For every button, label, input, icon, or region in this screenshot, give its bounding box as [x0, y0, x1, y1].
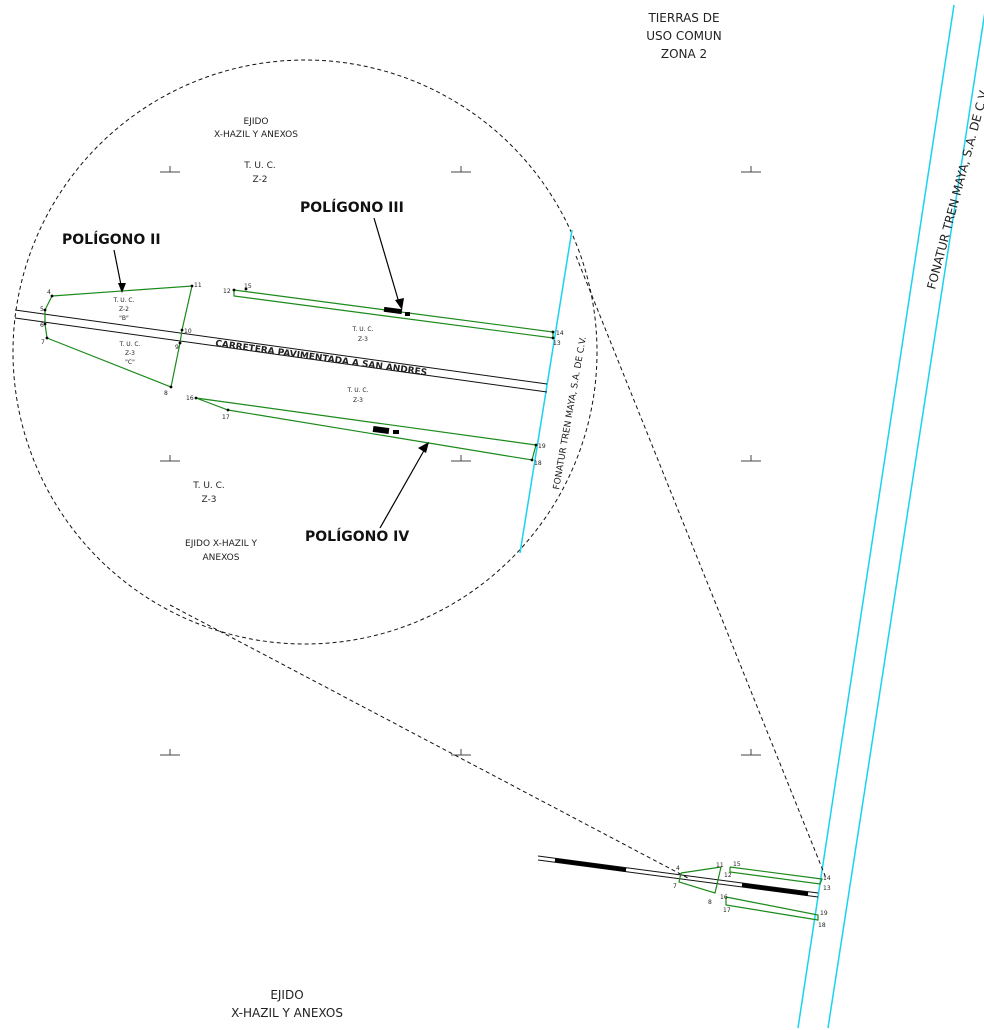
- svg-text:T. U. C.: T. U. C.: [112, 297, 134, 304]
- inset-tuc-bottom-2: Z-3: [202, 495, 217, 505]
- svg-text:11: 11: [194, 282, 202, 289]
- svg-text:13: 13: [553, 340, 561, 347]
- inset-ejido-2: X-HAZIL Y ANEXOS: [214, 130, 298, 140]
- svg-text:4: 4: [47, 289, 51, 296]
- bottom-ejido-1: EJIDO: [270, 988, 303, 1002]
- svg-text:9: 9: [175, 344, 179, 351]
- polygon-ii-labels: T. U. C. Z-2 "B" T. U. C. Z-3 "C": [112, 297, 140, 366]
- svg-text:Z-3: Z-3: [353, 397, 363, 404]
- svg-text:16: 16: [186, 395, 194, 402]
- svg-text:10: 10: [184, 328, 192, 335]
- svg-text:5: 5: [40, 306, 44, 313]
- grid-ticks: [160, 166, 761, 756]
- inset-fonatur-label: FONATUR TREN MAYA, S.A. DE C.V.: [552, 336, 589, 491]
- small-feature: [537, 855, 823, 921]
- magnifier: [12, 59, 827, 879]
- inset-ejido-bottom-1: EJIDO X-HAZIL Y: [185, 539, 257, 549]
- svg-text:15: 15: [244, 283, 252, 290]
- tren-maya-strip: [797, 4, 984, 1029]
- inset-tuc-top-2: Z-2: [253, 175, 268, 185]
- road-label: CARRETERA PAVIMENTADA A SAN ANDRES: [215, 339, 428, 378]
- svg-text:4: 4: [676, 865, 680, 872]
- svg-text:11: 11: [716, 862, 724, 869]
- zone-label-3: ZONA 2: [661, 47, 707, 61]
- polygon-iv-block2: [393, 430, 399, 434]
- svg-text:12: 12: [724, 872, 732, 879]
- polygon-iv: [195, 397, 537, 461]
- svg-text:18: 18: [818, 922, 826, 929]
- svg-text:T. U. C.: T. U. C.: [351, 326, 373, 333]
- zone-label-1: TIERRAS DE: [647, 11, 719, 25]
- inset-tuc-bottom-1: T. U. C.: [192, 481, 225, 491]
- bottom-ejido-2: X-HAZIL Y ANEXOS: [231, 1006, 343, 1020]
- svg-text:Z-3: Z-3: [125, 350, 135, 357]
- svg-text:15: 15: [733, 861, 741, 868]
- poligono-iii-arrow: [373, 217, 401, 307]
- svg-text:T. U. C.: T. U. C.: [118, 341, 140, 348]
- poligono-iv-title: POLÍGONO IV: [305, 528, 409, 545]
- svg-text:14: 14: [556, 330, 564, 337]
- svg-text:Z-3: Z-3: [358, 336, 368, 343]
- vertex-markers: [43, 284, 555, 462]
- svg-text:18: 18: [534, 460, 542, 467]
- svg-text:T. U. C.: T. U. C.: [346, 387, 368, 394]
- poligono-ii-title: POLÍGONO II: [62, 231, 161, 248]
- svg-text:16: 16: [720, 894, 728, 901]
- svg-text:14: 14: [823, 875, 831, 882]
- svg-text:17: 17: [222, 414, 230, 421]
- svg-text:17: 17: [723, 907, 731, 914]
- svg-text:6: 6: [40, 322, 44, 329]
- svg-text:"B": "B": [119, 315, 129, 322]
- svg-text:12: 12: [223, 288, 231, 295]
- svg-text:19: 19: [820, 910, 828, 917]
- road: [14, 309, 548, 393]
- svg-text:19: 19: [538, 443, 546, 450]
- polygon-iii: [233, 289, 554, 339]
- vertex-numbers: 4 5 6 7 8 9 10 11 12 13 14 15 16 17 18 1…: [40, 282, 564, 467]
- polygon-iii-block: [383, 306, 403, 315]
- svg-text:7: 7: [673, 883, 677, 890]
- polygon-iii-block2: [405, 312, 410, 316]
- svg-text:"C": "C": [125, 359, 135, 366]
- small-feature-numbers: 4 7 8 11 12 15 16 17 14 13 19 18: [673, 861, 831, 929]
- poligono-iii-title: POLÍGONO III: [300, 199, 404, 216]
- svg-text:7: 7: [41, 339, 45, 346]
- svg-text:Z-2: Z-2: [119, 306, 129, 313]
- svg-text:8: 8: [164, 390, 168, 397]
- polygon-iv-block: [372, 425, 390, 435]
- inset-ejido-1: EJIDO: [243, 117, 268, 127]
- zone-label-2: USO COMUN: [646, 29, 722, 43]
- inset-tuc-top-1: T. U. C.: [243, 161, 276, 171]
- svg-text:8: 8: [708, 899, 712, 906]
- poligono-iv-arrow: [379, 446, 427, 529]
- fonatur-label: FONATUR TREN MAYA, S.A. DE C.V.: [924, 87, 984, 291]
- svg-text:13: 13: [823, 885, 831, 892]
- inset-ejido-bottom-2: ANEXOS: [203, 553, 240, 563]
- inset: FONATUR TREN MAYA, S.A. DE C.V. CARRETER…: [14, 117, 589, 563]
